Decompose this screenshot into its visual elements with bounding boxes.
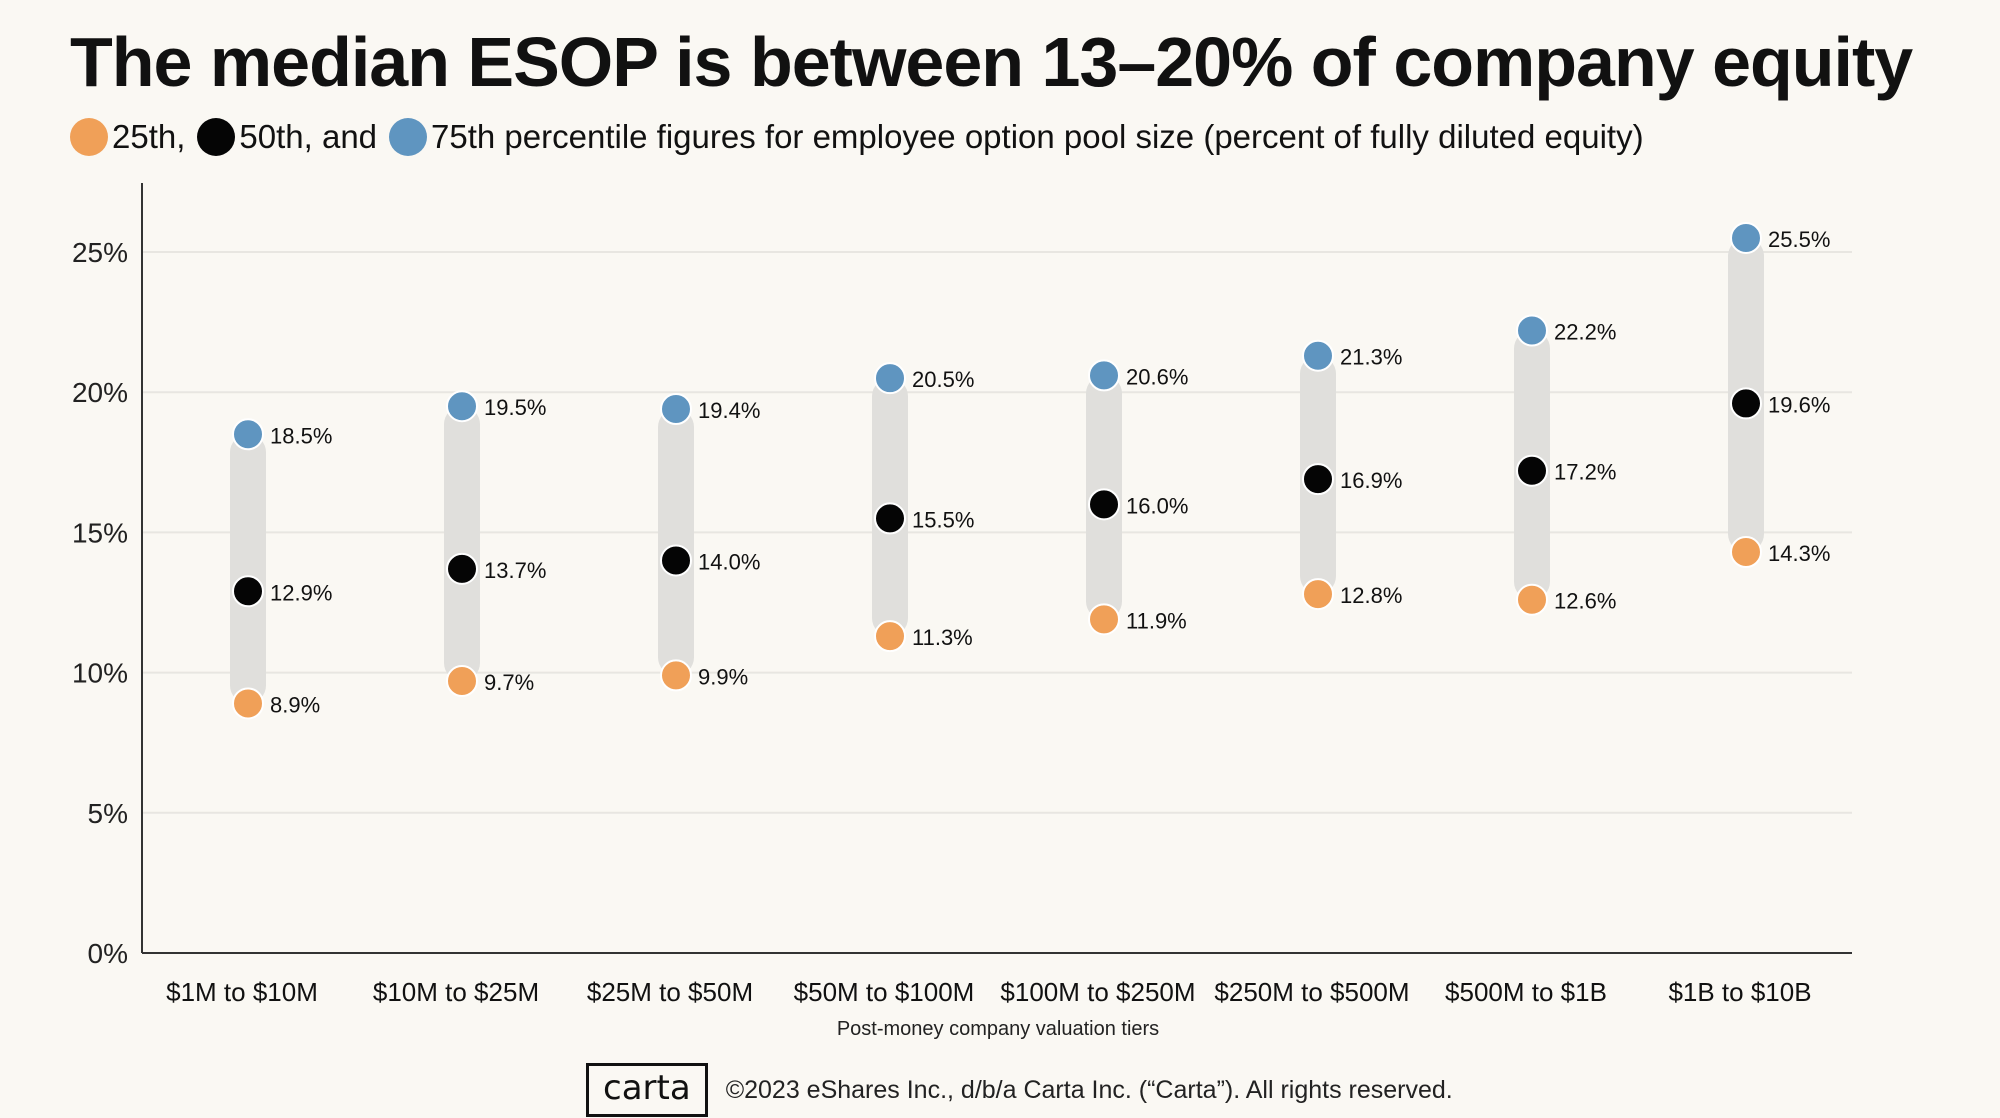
data-label: 19.6% (1768, 392, 1830, 417)
x-tick-label: $250M to $500M (1214, 977, 1409, 1007)
point-75th (1516, 314, 1548, 347)
range-bar (658, 409, 694, 676)
data-label: 19.5% (484, 395, 546, 420)
point-50th (232, 575, 264, 608)
data-label: 14.3% (1768, 541, 1830, 566)
point-25th (1088, 603, 1120, 636)
data-label: 11.3% (912, 625, 973, 650)
legend-dot-25th (70, 118, 108, 156)
point-25th (660, 659, 692, 692)
esop-chart: 0% 5% 10% 15% 20% 25% 8.9% 12.9% 18.5% $1M to $10… (72, 183, 1852, 1040)
y-tick-label: 20% (72, 377, 128, 408)
point-50th (446, 552, 478, 585)
point-75th (874, 362, 906, 395)
data-label: 21.3% (1340, 345, 1402, 370)
point-25th (1302, 578, 1334, 611)
footer: carta ©2023 eShares Inc., d/b/a Carta In… (586, 1063, 1453, 1117)
point-75th (1088, 359, 1120, 392)
point-50th (1302, 463, 1334, 496)
data-label: 11.9% (1126, 608, 1187, 633)
data-label: 22.2% (1554, 320, 1616, 345)
legend-label-50th: 50th, and (239, 118, 378, 155)
data-label: 16.9% (1340, 468, 1402, 493)
legend-label-25th: 25th, (112, 118, 186, 155)
point-75th (446, 390, 478, 423)
data-label: 20.6% (1126, 364, 1188, 389)
chart-title: The median ESOP is between 13–20% of com… (70, 23, 1913, 101)
x-tick-label: $50M to $100M (794, 977, 975, 1007)
legend: 25th, 50th, and 75th percentile figures … (70, 118, 1656, 156)
legend-dot-75th (389, 118, 428, 156)
x-tick-label: $10M to $25M (373, 977, 539, 1007)
data-label: 13.7% (484, 558, 546, 583)
point-75th (660, 393, 692, 426)
point-25th (446, 665, 478, 698)
range-bar (230, 434, 266, 704)
data-label: 25.5% (1768, 227, 1830, 252)
data-label: 9.7% (484, 670, 534, 695)
legend-dot-50th (197, 118, 236, 156)
data-label: 15.5% (912, 507, 974, 532)
point-25th (232, 687, 264, 720)
data-label: 14.0% (698, 549, 760, 574)
data-label: 18.5% (270, 423, 332, 448)
copyright-text: ©2023 eShares Inc., d/b/a Carta Inc. (“C… (725, 1075, 1453, 1104)
point-50th (660, 544, 692, 577)
legend-label-75th: 75th percentile figures for employee opt… (431, 118, 1644, 155)
point-50th (874, 502, 906, 535)
y-tick-label: 0% (88, 938, 128, 969)
point-75th (1302, 339, 1334, 372)
data-label: 12.6% (1554, 589, 1616, 614)
point-50th (1730, 387, 1762, 420)
x-tick-label: $500M to $1B (1445, 977, 1607, 1007)
data-label: 12.8% (1340, 583, 1402, 608)
point-25th (874, 620, 906, 653)
x-tick-label: $100M to $250M (1000, 977, 1195, 1007)
data-label: 16.0% (1126, 493, 1188, 518)
data-label: 17.2% (1554, 460, 1616, 485)
point-75th (1730, 221, 1762, 254)
point-50th (1088, 488, 1120, 521)
data-label: 8.9% (270, 692, 320, 717)
point-25th (1516, 583, 1548, 616)
data-label: 20.5% (912, 367, 974, 392)
point-50th (1516, 454, 1548, 487)
y-tick-label: 10% (72, 658, 128, 689)
data-label: 19.4% (698, 398, 760, 423)
range-bar (444, 406, 480, 682)
point-25th (1730, 536, 1762, 569)
data-label: 9.9% (698, 664, 748, 689)
x-tick-label: $1B to $10B (1668, 977, 1811, 1007)
x-tick-label: $25M to $50M (587, 977, 753, 1007)
x-axis-label: Post-money company valuation tiers (837, 1018, 1159, 1040)
x-tick-label: $1M to $10M (166, 977, 318, 1007)
y-tick-label: 5% (88, 798, 128, 829)
y-tick-label: 25% (72, 237, 128, 268)
data-label: 12.9% (270, 580, 332, 605)
point-75th (232, 418, 264, 451)
y-tick-label: 15% (72, 517, 128, 548)
carta-logo: carta (586, 1063, 708, 1117)
